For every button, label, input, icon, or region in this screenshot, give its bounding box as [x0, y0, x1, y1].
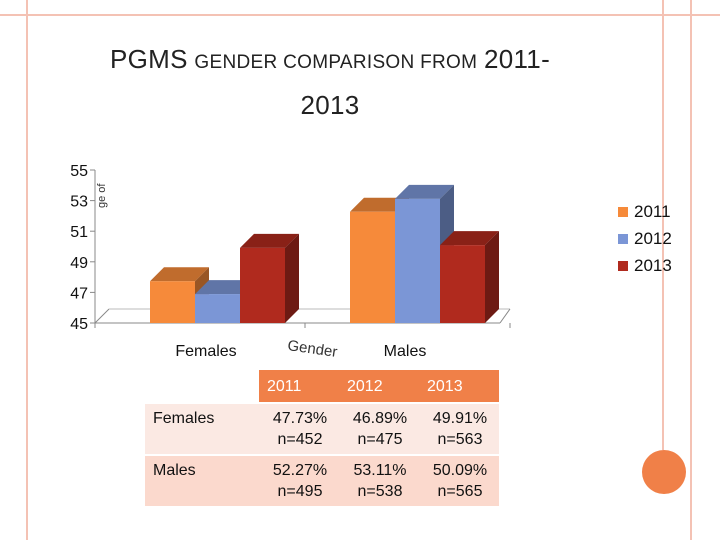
- floor-edge-left: [94, 308, 110, 324]
- bar-2012-Females: [195, 294, 240, 323]
- bar-side-2013-Males: [485, 231, 499, 323]
- frame-top-line: [0, 14, 720, 16]
- bar-top-2013-Females: [240, 233, 299, 248]
- legend-label-2013: 2013: [634, 255, 672, 275]
- data-table: 2011 2012 2013 Females 47.73% n=452 46.89…: [145, 370, 499, 506]
- legend-item-2011: 2011: [618, 198, 672, 225]
- title-middle: GENDER COMPARISON FROM: [194, 52, 478, 73]
- y-tick-label: 49: [70, 255, 88, 272]
- page-title: PGMS GENDER COMPARISON FROM 2011- 2013: [40, 38, 620, 127]
- y-tick-label: 55: [70, 163, 88, 180]
- y-tick-label: 53: [70, 194, 88, 211]
- floor-edge-right: [499, 308, 511, 324]
- bar-2012-Males: [395, 198, 440, 323]
- bar-top-2012-Males: [395, 184, 454, 199]
- bar-top-2011-Females: [150, 267, 209, 282]
- frame-left-line: [26, 0, 28, 540]
- title-prefix: PGMS: [109, 44, 188, 74]
- table-header-2013: 2013: [419, 370, 499, 403]
- y-axis-title: ge of: [96, 183, 108, 208]
- cell-count: n=538: [357, 483, 403, 500]
- table-header-2011: 2011: [259, 370, 339, 403]
- bar-top-2013-Males: [440, 231, 499, 246]
- x-axis-title: Gender: [286, 337, 338, 361]
- table-row: Females 47.73% n=452 46.89% n=475 49.91% n=…: [145, 402, 499, 455]
- decorative-circle: [642, 450, 686, 494]
- legend-item-2012: 2012: [618, 225, 672, 252]
- title-year-end: 2013: [300, 90, 360, 120]
- table-cell: 50.09% n=565: [419, 454, 499, 506]
- cell-percent: 46.89%: [352, 410, 408, 427]
- table-header-2012: 2012: [339, 370, 419, 403]
- y-tick-label: 47: [70, 285, 88, 302]
- bar-2011-Females: [150, 281, 195, 323]
- cell-count: n=452: [277, 431, 323, 448]
- y-tick-label: 51: [70, 224, 88, 241]
- table-header-blank: [145, 370, 259, 403]
- cell-count: n=475: [357, 431, 403, 448]
- cell-count: n=563: [437, 431, 483, 448]
- table-row-label: Females: [145, 402, 259, 455]
- table-cell: 53.11% n=538: [339, 454, 419, 506]
- x-category-label: Females: [175, 343, 236, 360]
- cell-percent: 53.11%: [353, 462, 407, 479]
- y-tick-label: 45: [70, 316, 88, 333]
- table-row-label: Males: [145, 454, 259, 506]
- cell-percent: 49.91%: [432, 410, 488, 427]
- legend-label-2011: 2011: [634, 201, 671, 221]
- table-cell: 46.89% n=475: [339, 402, 419, 455]
- x-category-label: Males: [384, 343, 427, 360]
- chart-legend: 2011 2012 2013: [618, 198, 672, 279]
- bar-2011-Males: [350, 211, 395, 323]
- cell-percent: 50.09%: [432, 462, 488, 479]
- bar-top-2011-Males: [350, 197, 409, 212]
- bar-2013-Males: [440, 245, 485, 323]
- legend-swatch-2011: [618, 206, 628, 217]
- bar-side-2013-Females: [285, 233, 299, 323]
- frame-right-line-b: [690, 0, 692, 540]
- legend-swatch-2013: [618, 260, 628, 271]
- table-header-row: 2011 2012 2013: [145, 370, 499, 403]
- cell-percent: 52.27%: [272, 462, 328, 479]
- frame-right-line-a: [662, 0, 664, 450]
- bar-top-2012-Females: [195, 280, 254, 295]
- bar-2013-Females: [240, 247, 285, 323]
- table-cell: 52.27% n=495: [259, 454, 339, 506]
- legend-item-2013: 2013: [618, 252, 672, 279]
- table-cell: 49.91% n=563: [419, 402, 499, 455]
- cell-count: n=565: [437, 483, 483, 500]
- legend-swatch-2012: [618, 233, 628, 244]
- cell-count: n=495: [277, 483, 323, 500]
- cell-percent: 47.73%: [272, 410, 328, 427]
- table-cell: 47.73% n=452: [259, 402, 339, 455]
- table-row: Males 52.27% n=495 53.11% n=538 50.09% n=56…: [145, 454, 499, 506]
- legend-label-2012: 2012: [634, 228, 672, 248]
- title-year-start: 2011-: [483, 44, 551, 74]
